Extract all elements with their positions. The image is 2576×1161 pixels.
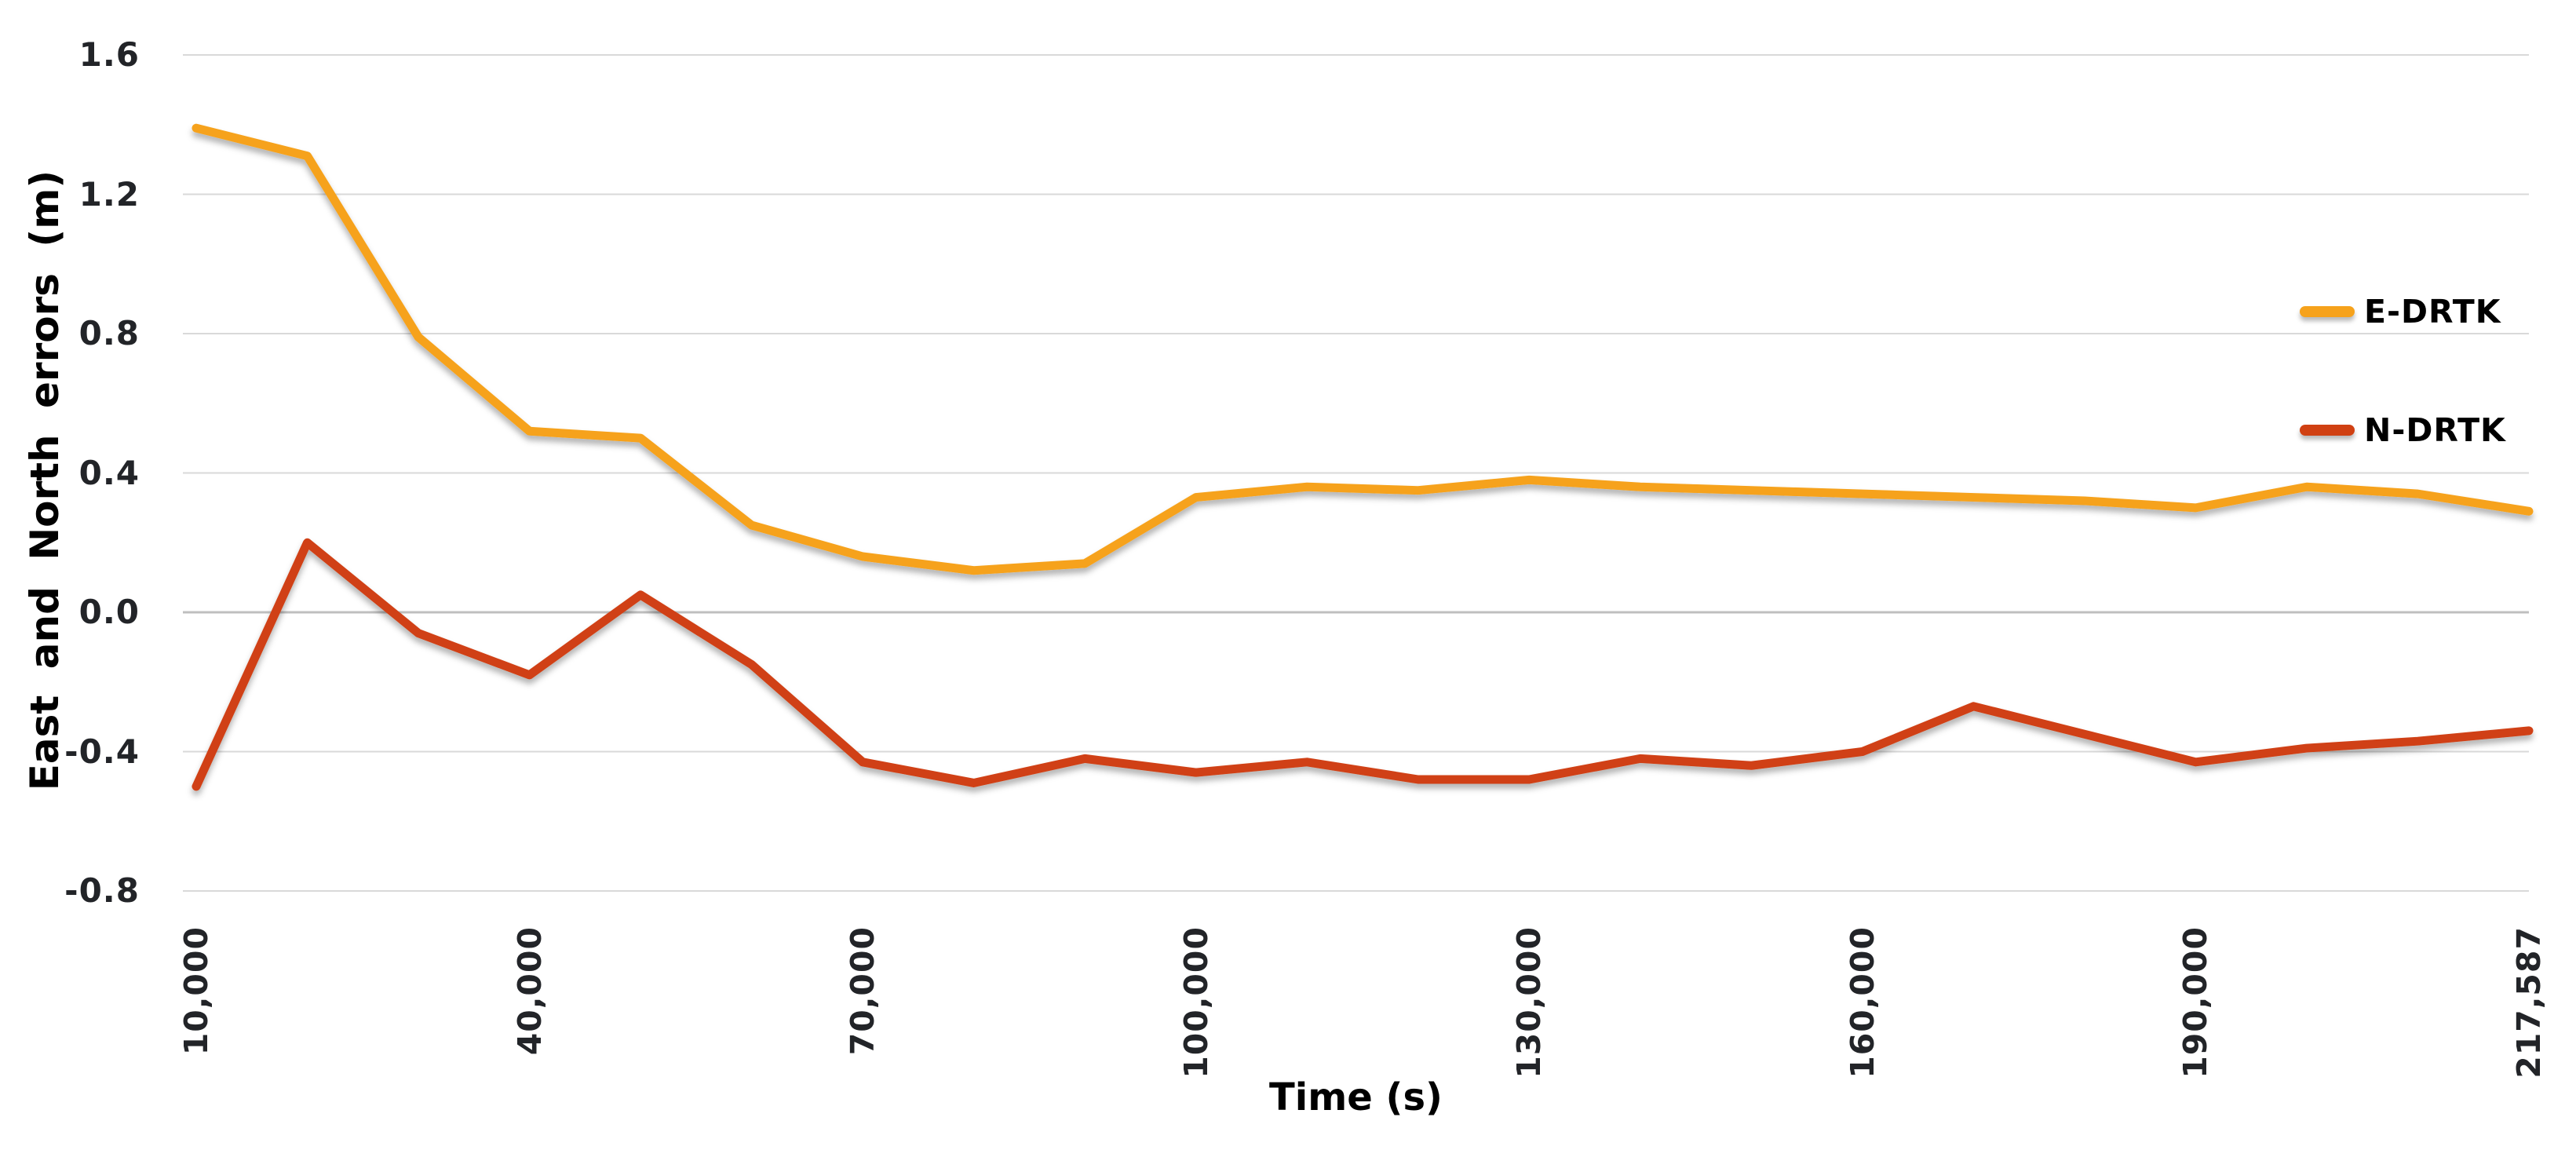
x-tick: 160,000 (1844, 926, 1998, 1079)
y-tick-label: 1.6 (78, 35, 140, 74)
series-lines (192, 123, 2534, 791)
x-tick: 10,000 (177, 926, 308, 1055)
x-tick: 217,587 (2510, 926, 2576, 1079)
y-axis-title-text: East and North errors (m) (22, 170, 68, 791)
x-tick-label: 10,000 (177, 926, 215, 1056)
x-tick-label: 217,587 (2510, 926, 2548, 1079)
x-tick-label: 40,000 (510, 926, 549, 1056)
series-line-e-drtk (192, 123, 2534, 575)
x-tick-label: 70,000 (844, 926, 882, 1056)
e-drtk-line-swatch-icon (2300, 306, 2355, 317)
x-tick: 40,000 (511, 926, 641, 1055)
y-tick-label: 0.8 (78, 314, 140, 352)
y-tick-label: 0.0 (78, 593, 140, 631)
n-drtk-line-swatch-icon (2300, 425, 2355, 436)
gridlines (183, 54, 2529, 892)
x-axis-title: Time (s) (1269, 1075, 1443, 1119)
x-tick: 70,000 (844, 926, 974, 1055)
y-tick-label: -0.8 (64, 871, 140, 910)
y-tick-label: 0.4 (78, 453, 140, 492)
legend-label-e-drtk: E-DRTK (2364, 293, 2501, 330)
legend-label-n-drtk: N-DRTK (2364, 411, 2506, 449)
x-tick-label: 130,000 (1510, 926, 1549, 1079)
x-tick: 100,000 (1177, 926, 1331, 1079)
x-tick: 130,000 (1510, 926, 1664, 1079)
series-line-n-drtk (192, 538, 2534, 791)
x-tick-label: 190,000 (2176, 926, 2215, 1079)
x-tick: 190,000 (2176, 926, 2330, 1079)
y-tick-label: -0.4 (64, 732, 140, 771)
y-tick-label: 1.2 (78, 174, 140, 214)
x-tick-label: 100,000 (1177, 926, 1215, 1079)
x-tick-label: 160,000 (1843, 926, 1881, 1079)
